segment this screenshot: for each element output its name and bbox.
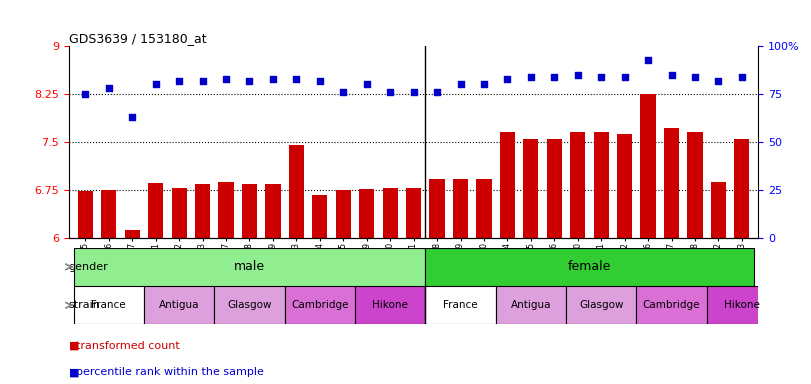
Text: male: male: [234, 260, 265, 273]
Point: [454, 81, 467, 88]
Bar: [355, 286, 425, 324]
Bar: [78, 191, 93, 384]
Bar: [214, 286, 285, 324]
Bar: [148, 183, 163, 384]
Bar: [453, 179, 468, 384]
Bar: [125, 230, 139, 384]
Point: [525, 74, 538, 80]
Text: France: France: [92, 300, 126, 310]
Bar: [496, 286, 566, 324]
Bar: [285, 286, 355, 324]
Point: [149, 81, 162, 88]
Bar: [734, 139, 749, 384]
Bar: [312, 195, 328, 384]
Text: Glasgow: Glasgow: [227, 300, 272, 310]
Bar: [430, 179, 444, 384]
Text: Antigua: Antigua: [159, 300, 200, 310]
Text: percentile rank within the sample: percentile rank within the sample: [69, 367, 264, 377]
Bar: [641, 94, 656, 384]
Bar: [425, 286, 496, 324]
Point: [712, 78, 725, 84]
Bar: [523, 139, 539, 384]
Point: [594, 74, 607, 80]
Text: transformed count: transformed count: [69, 341, 180, 351]
Bar: [265, 184, 281, 384]
Bar: [664, 128, 679, 384]
Point: [431, 89, 444, 95]
Text: gender: gender: [68, 262, 108, 272]
Text: Cambridge: Cambridge: [291, 300, 349, 310]
Bar: [425, 248, 753, 286]
Text: female: female: [568, 260, 611, 273]
Text: ■: ■: [69, 367, 79, 377]
Bar: [195, 184, 210, 384]
Bar: [500, 132, 515, 384]
Point: [501, 76, 514, 82]
Point: [313, 78, 326, 84]
Point: [79, 91, 92, 97]
Point: [478, 81, 491, 88]
Bar: [476, 179, 491, 384]
Text: ■: ■: [69, 341, 79, 351]
Bar: [566, 286, 637, 324]
Point: [290, 76, 303, 82]
Bar: [74, 248, 425, 286]
Text: Hikone: Hikone: [724, 300, 760, 310]
Point: [220, 76, 233, 82]
Bar: [218, 182, 234, 384]
Bar: [242, 184, 257, 384]
Point: [665, 72, 678, 78]
Point: [126, 114, 139, 120]
Point: [571, 72, 584, 78]
Point: [243, 78, 256, 84]
Point: [337, 89, 350, 95]
Point: [689, 74, 702, 80]
Bar: [406, 188, 421, 384]
Bar: [617, 134, 633, 384]
Bar: [171, 188, 187, 384]
Point: [384, 89, 397, 95]
Point: [267, 76, 280, 82]
Bar: [570, 132, 586, 384]
Text: Glasgow: Glasgow: [579, 300, 624, 310]
Bar: [144, 286, 214, 324]
Bar: [637, 286, 706, 324]
Bar: [359, 189, 375, 384]
Point: [642, 56, 654, 63]
Text: Antigua: Antigua: [511, 300, 551, 310]
Text: Hikone: Hikone: [372, 300, 408, 310]
Bar: [74, 286, 144, 324]
Bar: [289, 145, 304, 384]
Bar: [594, 132, 609, 384]
Text: strain: strain: [68, 300, 101, 310]
Bar: [547, 139, 562, 384]
Point: [618, 74, 631, 80]
Bar: [706, 286, 777, 324]
Point: [196, 78, 209, 84]
Point: [360, 81, 373, 88]
Bar: [383, 188, 397, 384]
Point: [102, 85, 115, 91]
Bar: [101, 190, 117, 384]
Point: [407, 89, 420, 95]
Text: Cambridge: Cambridge: [643, 300, 700, 310]
Text: GDS3639 / 153180_at: GDS3639 / 153180_at: [69, 32, 207, 45]
Point: [547, 74, 560, 80]
Bar: [710, 182, 726, 384]
Bar: [688, 132, 702, 384]
Bar: [336, 190, 351, 384]
Point: [736, 74, 749, 80]
Text: France: France: [443, 300, 478, 310]
Point: [173, 78, 186, 84]
